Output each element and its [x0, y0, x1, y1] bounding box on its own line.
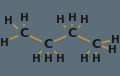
Text: H: H [80, 15, 88, 25]
Text: H: H [92, 54, 100, 64]
Text: H: H [56, 54, 64, 64]
Text: H: H [111, 35, 120, 45]
Text: C: C [19, 27, 29, 40]
Text: H: H [20, 13, 28, 23]
Text: H: H [32, 54, 40, 64]
Text: H: H [0, 38, 9, 48]
Text: C: C [91, 38, 101, 51]
Text: H: H [56, 15, 64, 25]
Text: C: C [43, 38, 53, 51]
Text: H: H [68, 13, 76, 23]
Text: H: H [44, 54, 52, 64]
Text: H: H [108, 45, 117, 55]
Text: H: H [80, 54, 88, 64]
Text: C: C [67, 27, 77, 40]
Text: H: H [4, 16, 13, 26]
